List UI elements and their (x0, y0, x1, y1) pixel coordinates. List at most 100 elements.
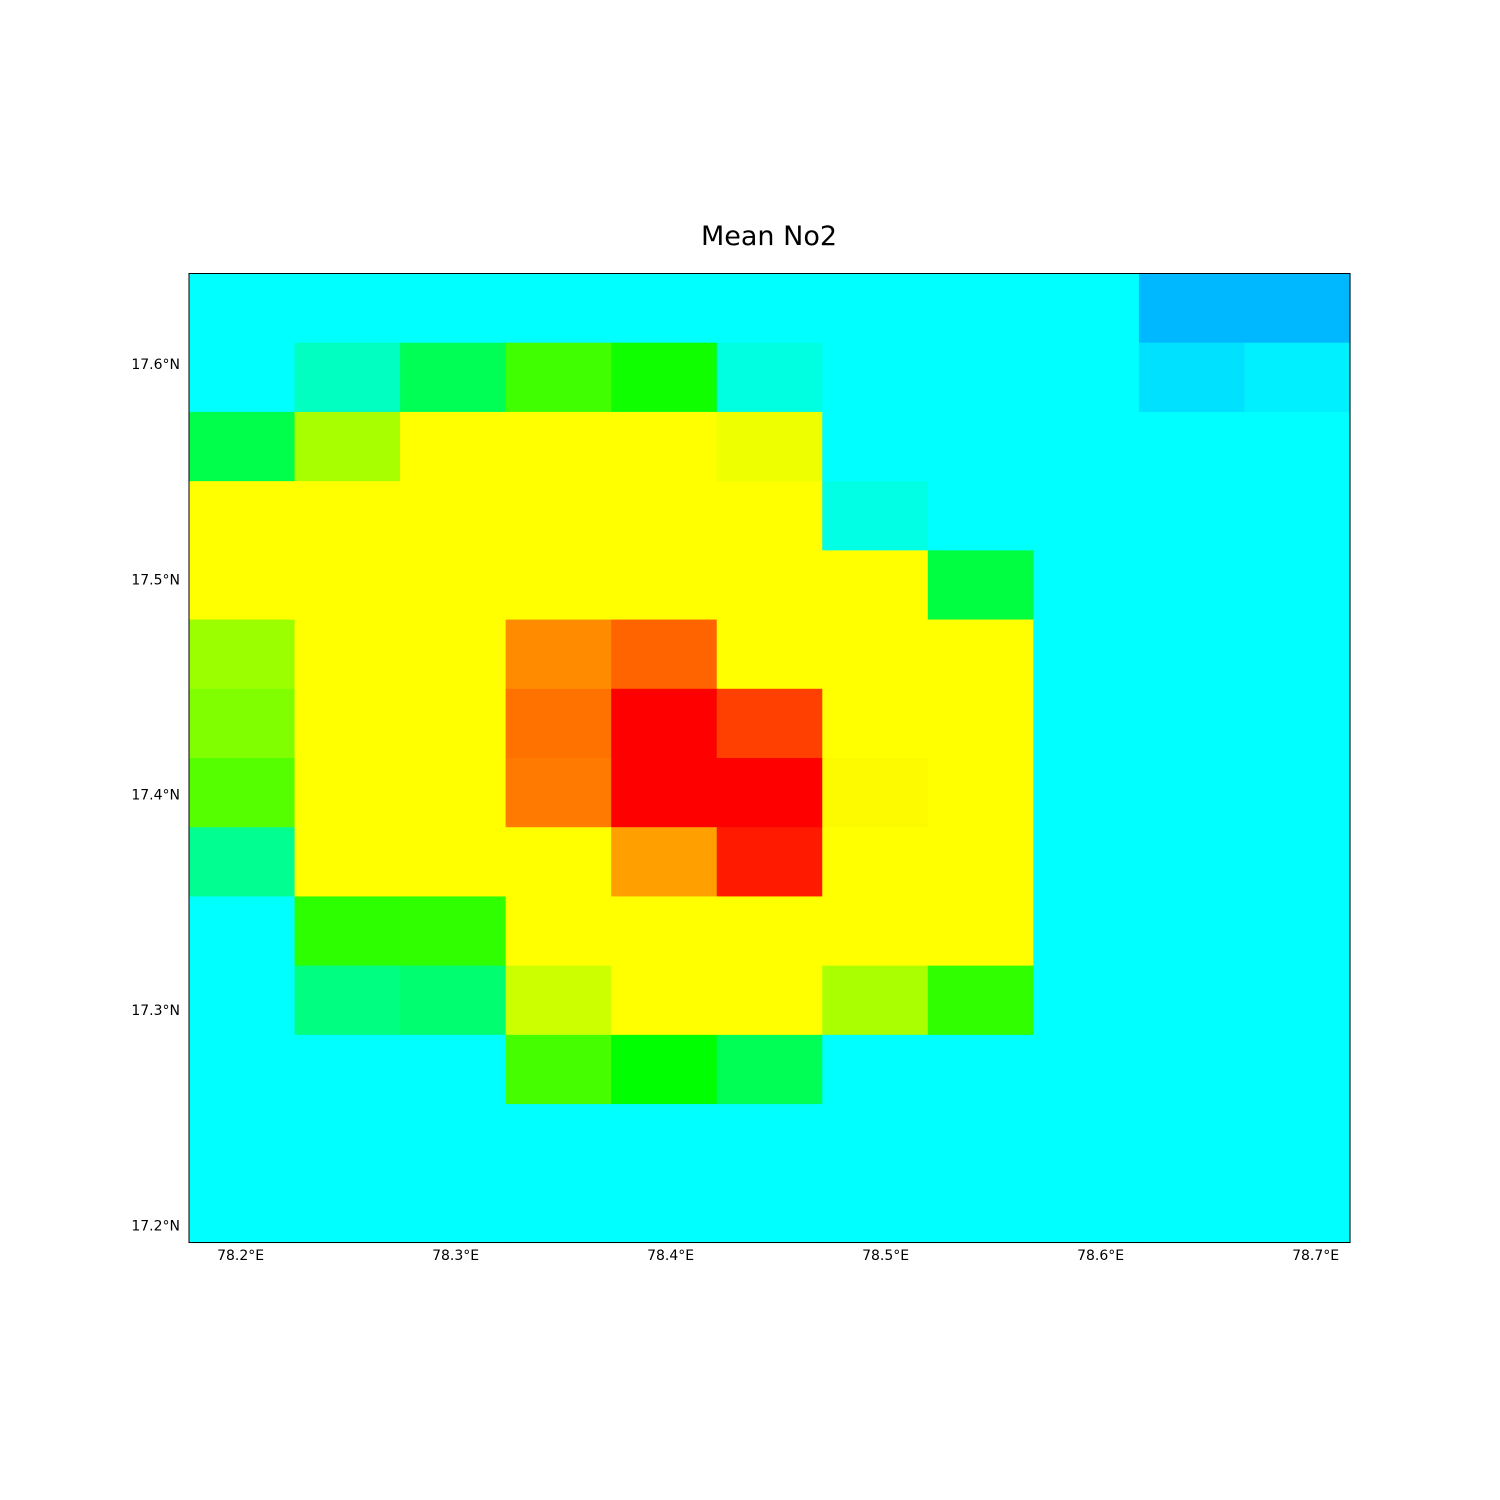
heatmap-cell (294, 688, 401, 759)
heatmap-cell (1244, 1034, 1351, 1105)
heatmap-cell (505, 1104, 612, 1174)
heatmap-cell (294, 827, 401, 898)
heatmap-cell (1244, 481, 1351, 551)
heatmap-cell (1138, 1034, 1246, 1105)
x-tick-label: 78.2°E (217, 1248, 264, 1264)
heatmap-cell (400, 1173, 507, 1244)
heatmap-cell (611, 1173, 718, 1244)
heatmap-cell (505, 273, 612, 344)
heatmap-cell (400, 1104, 507, 1174)
heatmap-cell (1033, 619, 1140, 690)
heatmap-cell (716, 481, 823, 551)
heatmap-cell (400, 896, 507, 967)
heatmap-cell (400, 758, 507, 828)
heatmap-cell (822, 827, 929, 898)
heatmap-cell (822, 758, 929, 828)
heatmap-cell (716, 688, 823, 759)
heatmap-cell (716, 1173, 823, 1244)
heatmap-cell (1244, 411, 1351, 482)
heatmap-cell (400, 1034, 507, 1105)
heatmap-cell (927, 550, 1034, 621)
heatmap-cell (505, 342, 612, 413)
heatmap-cell (716, 342, 823, 413)
heatmap-cell (189, 619, 296, 690)
heatmap-cell (1244, 758, 1351, 828)
y-axis-ticks: 17.6°N 17.5°N 17.4°N 17.3°N 17.2°N (131, 357, 180, 1234)
heatmap-cell (505, 827, 612, 898)
heatmap-cell (1244, 965, 1351, 1036)
heatmap-cell (716, 965, 823, 1036)
heatmap-cell (400, 619, 507, 690)
heatmap-cell (189, 827, 296, 898)
heatmap-cell (822, 688, 929, 759)
heatmap-cell (716, 411, 823, 482)
heatmap-cell (1138, 342, 1246, 413)
heatmap-cell (927, 481, 1034, 551)
heatmap-cell (611, 1034, 718, 1105)
heatmap-cell (505, 619, 612, 690)
heatmap-cell (822, 411, 929, 482)
heatmap-cell (294, 342, 401, 413)
heatmap-cell (927, 758, 1034, 828)
x-tick-label: 78.7°E (1292, 1248, 1339, 1264)
heatmap-cell (611, 619, 718, 690)
heatmap-cell (1033, 688, 1140, 759)
heatmap-cell (927, 411, 1034, 482)
x-tick-label: 78.6°E (1077, 1248, 1124, 1264)
heatmap-cell (189, 342, 296, 413)
heatmap-cell (294, 965, 401, 1036)
heatmap-cell (716, 896, 823, 967)
heatmap-cell (927, 965, 1034, 1036)
heatmap-cell (1244, 896, 1351, 967)
heatmap-cell (505, 758, 612, 828)
heatmap-cell (611, 273, 718, 344)
heatmap-cell (1244, 342, 1351, 413)
heatmap-cell (400, 827, 507, 898)
heatmap-cell (1033, 758, 1140, 828)
heatmap-cell (400, 411, 507, 482)
heatmap-cell (822, 965, 929, 1036)
heatmap-cell (189, 273, 296, 344)
heatmap-cell (716, 619, 823, 690)
heatmap-cell (611, 896, 718, 967)
y-tick-label: 17.6°N (131, 357, 180, 373)
heatmap-cell (611, 688, 718, 759)
heatmap-cell (294, 1104, 401, 1174)
heatmap-cell (822, 1104, 929, 1174)
heatmap-cell (611, 758, 718, 828)
heatmap-cell (400, 342, 507, 413)
heatmap-cell (505, 481, 612, 551)
heatmap-cell (505, 550, 612, 621)
heatmap-cell (294, 411, 401, 482)
heatmap-cell (822, 273, 929, 344)
heatmap-cell (505, 688, 612, 759)
heatmap-cell (294, 481, 401, 551)
heatmap-cell (927, 342, 1034, 413)
heatmap-cell (611, 1104, 718, 1174)
heatmap-cell (505, 1034, 612, 1105)
chart-title: Mean No2 (701, 221, 837, 252)
heatmap-cell (927, 688, 1034, 759)
heatmap-cell (294, 1173, 401, 1244)
heatmap-cell (1138, 1104, 1246, 1174)
heatmap-cell (1244, 273, 1351, 344)
heatmap-cell (1138, 827, 1246, 898)
heatmap-cell (1033, 1034, 1140, 1105)
heatmap-cell (822, 550, 929, 621)
heatmap-cell (1033, 1104, 1140, 1174)
heatmap-cell (611, 965, 718, 1036)
heatmap-cell (1138, 758, 1246, 828)
heatmap-cell (822, 342, 929, 413)
heatmap-cell (822, 481, 929, 551)
heatmap-cell (1033, 896, 1140, 967)
heatmap-cell (1033, 273, 1140, 344)
heatmap-cell (1244, 619, 1351, 690)
heatmap-cell (400, 965, 507, 1036)
heatmap-cell (1033, 965, 1140, 1036)
x-tick-label: 78.4°E (647, 1248, 694, 1264)
heatmap-cell (927, 827, 1034, 898)
heatmap-cell (611, 342, 718, 413)
heatmap-cell (189, 481, 296, 551)
heatmap-cell (611, 481, 718, 551)
